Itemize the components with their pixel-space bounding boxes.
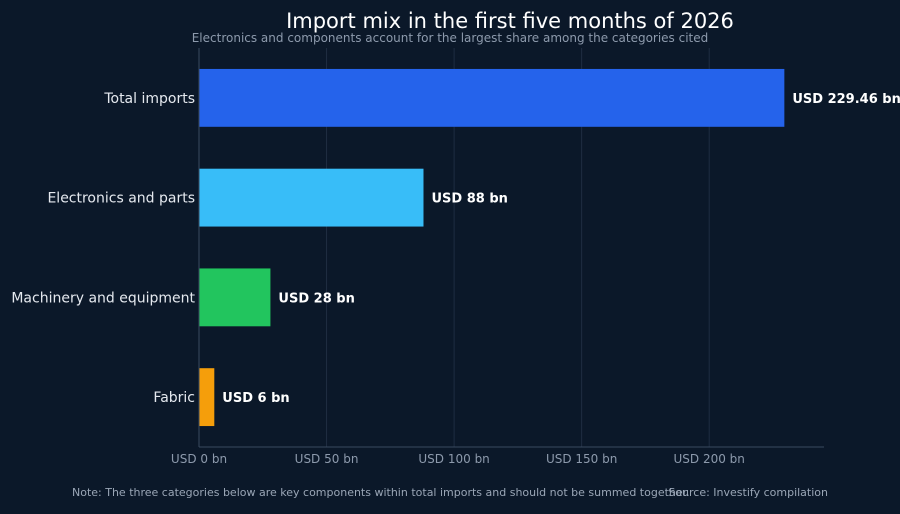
- category-label: Total imports: [103, 91, 195, 107]
- category-label: Machinery and equipment: [11, 290, 195, 306]
- data-label: USD 6 bn: [222, 391, 289, 406]
- axes: [198, 48, 824, 448]
- category-label: Electronics and parts: [47, 191, 195, 207]
- bar: [199, 68, 785, 127]
- data-label: USD 229.46 bn: [792, 92, 900, 107]
- footnote: Note: The three categories below are key…: [72, 486, 690, 499]
- bar: [199, 168, 424, 227]
- data-label: USD 88 bn: [431, 192, 507, 207]
- bar: [199, 368, 215, 427]
- bar: [199, 268, 271, 327]
- bars: [199, 68, 785, 427]
- category-label: Fabric: [153, 390, 195, 406]
- x-tick-label: USD 0 bn: [171, 452, 227, 466]
- chart-subtitle: Electronics and components account for t…: [191, 31, 709, 45]
- page-title: Import mix in the first five months of 2…: [286, 9, 734, 33]
- data-label: USD 28 bn: [278, 291, 354, 306]
- x-tick-label: USD 50 bn: [295, 452, 359, 466]
- source-credit: Source: Investify compilation: [668, 486, 828, 499]
- x-tick-label: USD 100 bn: [418, 452, 489, 466]
- labels: USD 0 bn USD 50 bn USD 100 bn USD 150 bn USD…: [11, 91, 900, 466]
- x-tick-label: USD 200 bn: [674, 452, 745, 466]
- x-tick-label: USD 150 bn: [546, 452, 617, 466]
